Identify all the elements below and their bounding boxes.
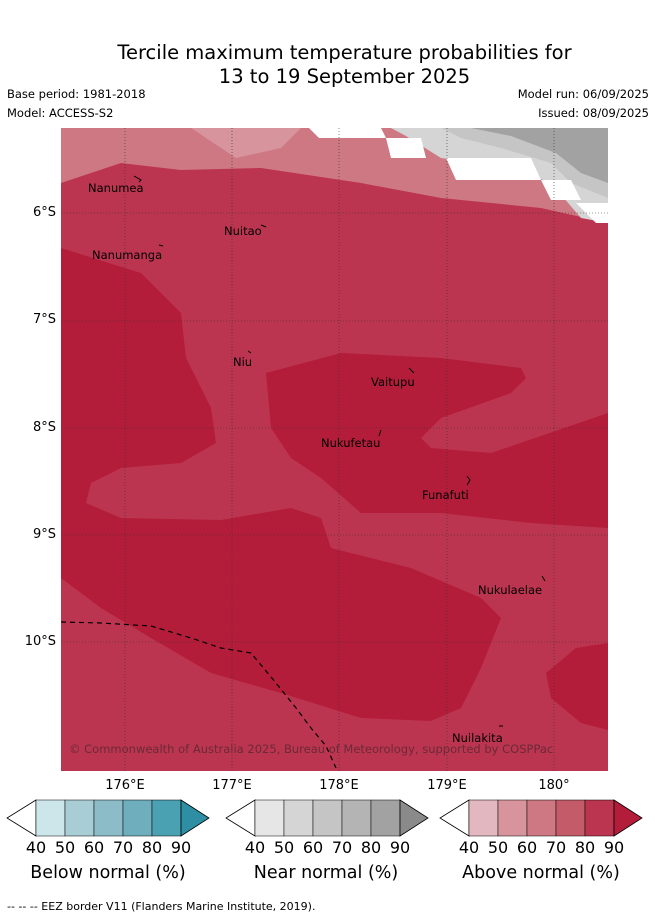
colorbar-tick-label: 60 <box>302 838 324 857</box>
colorbar-label-below: Below normal (%) <box>30 863 186 883</box>
colorbar-label-near: Near normal (%) <box>253 863 399 883</box>
colorbar-tick-label: 90 <box>603 838 625 857</box>
lon-label-179e: 179°E <box>427 778 467 793</box>
above-normal-50-band <box>121 128 608 188</box>
colorbar-tick-label: 40 <box>244 838 266 857</box>
lat-label-7s: 7°S <box>32 312 56 327</box>
colorbar-above-normal <box>439 799 643 837</box>
colorbar-tick-label: 50 <box>273 838 295 857</box>
colorbar-label-above: Above normal (%) <box>462 863 620 883</box>
lat-label-8s: 8°S <box>32 420 56 435</box>
issued-date: Issued: 08/09/2025 <box>538 106 649 120</box>
colorbar-tick-label: 90 <box>170 838 192 857</box>
colorbar-swatch <box>283 799 314 837</box>
colorbar-under-arrow <box>6 799 37 837</box>
lat-label-6s: 6°S <box>32 205 56 220</box>
eez-legend-note: -- -- -- EEZ border V11 (Flanders Marine… <box>7 900 316 913</box>
place-label-nuilakita: Nuilakita <box>452 731 503 745</box>
place-label-nuitao: Nuitao <box>224 224 262 238</box>
no-data-patch <box>446 158 541 180</box>
colorbar-swatch <box>497 799 528 837</box>
lon-label-176e: 176°E <box>105 778 145 793</box>
near-normal-80-zone <box>471 128 608 183</box>
colorbar-tick-label: 80 <box>141 838 163 857</box>
colorbar-tick-label: 60 <box>516 838 538 857</box>
colorbar-swatch <box>584 799 615 837</box>
colorbar-under-arrow <box>225 799 256 837</box>
map-title-line1: Tercile maximum temperature probabilitie… <box>117 41 572 64</box>
no-data-patch <box>309 128 386 138</box>
lat-label-10s: 10°S <box>24 634 56 649</box>
place-label-vaitupu: Vaitupu <box>371 375 415 389</box>
colorbar-swatch <box>370 799 401 837</box>
colorbar-swatch <box>468 799 499 837</box>
colorbar-over-arrow <box>613 799 643 837</box>
colorbar-below-normal <box>6 799 210 837</box>
colorbar-tick-label: 70 <box>331 838 353 857</box>
colorbar-swatch <box>35 799 66 837</box>
colorbar-tick-label: 80 <box>574 838 596 857</box>
colorbar-tick-label: 70 <box>545 838 567 857</box>
colorbar-ticks-above: 40 50 60 70 80 90 <box>439 838 644 858</box>
colorbar-swatch <box>312 799 343 837</box>
no-data-patch <box>541 180 581 200</box>
colorbar-swatch <box>93 799 124 837</box>
colorbar-tick-label: 40 <box>25 838 47 857</box>
graticule <box>61 128 608 771</box>
above-normal-90-zone-east <box>266 353 608 528</box>
colorbar-tick-label: 60 <box>83 838 105 857</box>
colorbar-over-arrow <box>399 799 429 837</box>
island-marks <box>133 175 546 727</box>
lat-label-9s: 9°S <box>32 527 56 542</box>
colorbar-tick-label: 50 <box>487 838 509 857</box>
colorbar-tick-label: 70 <box>112 838 134 857</box>
model-name: Model: ACCESS-S2 <box>7 106 114 120</box>
place-label-nanumea: Nanumea <box>88 181 144 195</box>
base-period: Base period: 1981-2018 <box>7 87 146 101</box>
colorbar-swatch <box>526 799 557 837</box>
colorbar-ticks-below: 40 50 60 70 80 90 <box>6 838 211 858</box>
place-label-nukufetau: Nukufetau <box>321 436 381 450</box>
colorbar-tick-label: 90 <box>389 838 411 857</box>
colorbar-swatch <box>555 799 586 837</box>
probability-map <box>61 128 608 771</box>
lon-label-177e: 177°E <box>212 778 252 793</box>
model-run: Model run: 06/09/2025 <box>517 87 649 101</box>
lon-label-180: 180° <box>538 778 570 793</box>
colorbar-swatch <box>341 799 372 837</box>
colorbar-tick-label: 80 <box>360 838 382 857</box>
colorbar-tick-label: 40 <box>458 838 480 857</box>
place-label-nanumanga: Nanumanga <box>92 248 163 262</box>
colorbar-swatch <box>254 799 285 837</box>
copyright-notice: © Commonwealth of Australia 2025, Bureau… <box>69 742 554 756</box>
place-label-funafuti: Funafuti <box>422 488 469 502</box>
above-normal-90-zone-southeast <box>546 643 608 730</box>
colorbar-swatch <box>122 799 153 837</box>
colorbar-tick-label: 50 <box>54 838 76 857</box>
colorbar-swatch <box>151 799 182 837</box>
no-data-patch <box>386 138 426 158</box>
colorbar-over-arrow <box>180 799 210 837</box>
lon-label-178e: 178°E <box>319 778 359 793</box>
above-normal-90-zone-west <box>61 248 501 721</box>
colorbar-ticks-near: 40 50 60 70 80 90 <box>225 838 430 858</box>
colorbar-swatch <box>64 799 95 837</box>
eez-border <box>61 621 337 769</box>
colorbar-near-normal <box>225 799 429 837</box>
map-title-line2: 13 to 19 September 2025 <box>218 65 471 88</box>
place-label-niu: Niu <box>233 355 253 369</box>
colorbar-under-arrow <box>439 799 470 837</box>
place-label-nukulaelae: Nukulaelae <box>478 583 543 597</box>
